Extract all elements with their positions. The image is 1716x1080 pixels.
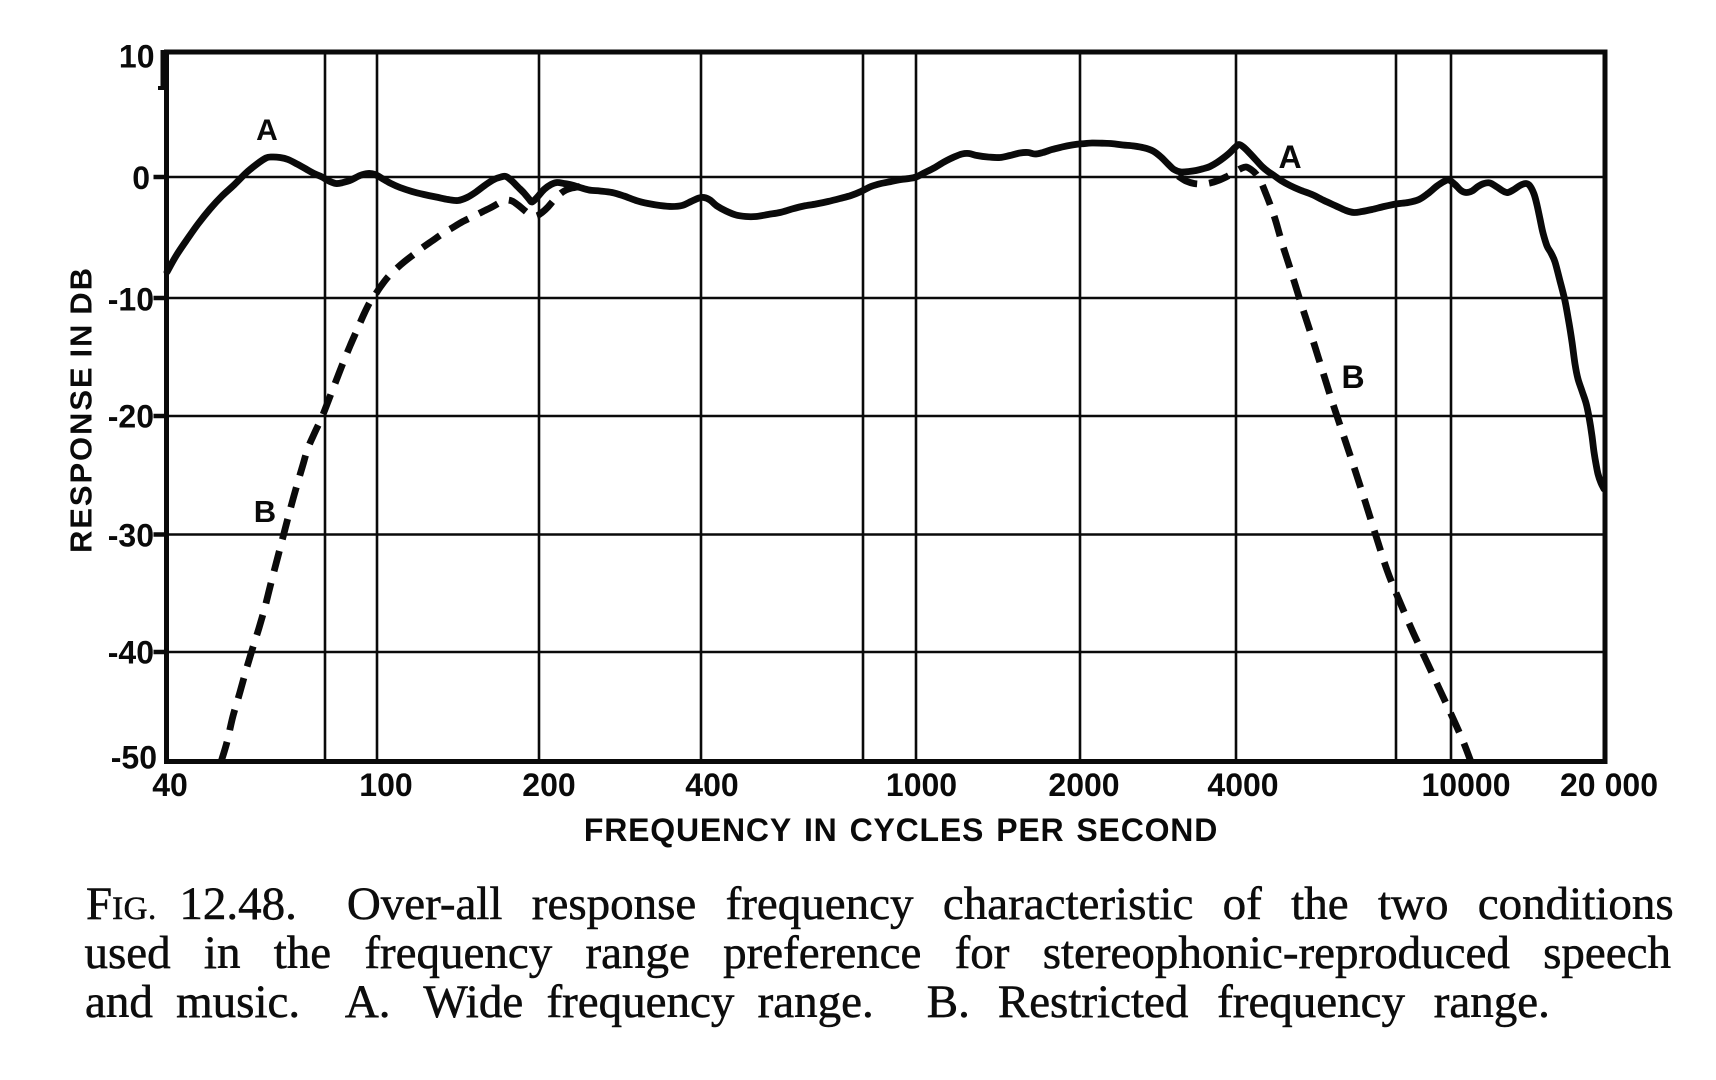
svg-text:100: 100 [359,767,412,803]
svg-text:10: 10 [119,39,155,75]
svg-text:10000: 10000 [1422,767,1511,803]
svg-text:RESPONSEINDB: RESPONSEINDB [64,266,99,553]
svg-text:400: 400 [685,767,738,803]
svg-text:1000: 1000 [886,767,957,803]
svg-text:40: 40 [152,767,188,803]
svg-text:-40: -40 [108,635,154,671]
svg-text:B: B [1341,359,1364,395]
svg-text:B: B [254,494,276,529]
svg-text:-50: -50 [111,740,157,776]
svg-text:A: A [1278,139,1301,175]
svg-text:4000: 4000 [1207,767,1278,803]
svg-text:200: 200 [522,767,575,803]
svg-text:2000: 2000 [1048,767,1119,803]
svg-text:-20: -20 [108,399,154,435]
svg-text:A: A [256,114,278,147]
svg-text:0: 0 [132,160,150,196]
svg-text:-30: -30 [108,518,154,554]
svg-text:-10: -10 [108,282,154,318]
